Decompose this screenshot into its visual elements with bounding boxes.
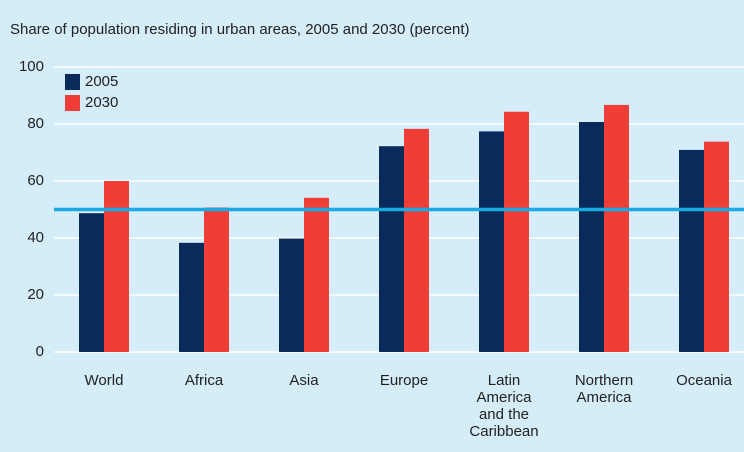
bar xyxy=(79,213,104,352)
bar xyxy=(179,242,204,352)
y-tick-label: 100 xyxy=(19,58,44,75)
bar xyxy=(379,146,404,352)
x-tick-label: Asia xyxy=(289,372,319,389)
bar xyxy=(579,122,604,352)
y-tick-label: 80 xyxy=(27,115,44,132)
legend-label: 2030 xyxy=(85,94,118,111)
bar xyxy=(679,149,704,352)
legend-label: 2005 xyxy=(85,73,118,90)
chart-title: Share of population residing in urban ar… xyxy=(10,21,470,38)
legend-swatch xyxy=(65,74,80,90)
y-tick-label: 20 xyxy=(27,286,44,303)
bar xyxy=(404,128,429,352)
bar xyxy=(279,238,304,352)
y-tick-label: 60 xyxy=(27,172,44,189)
bar xyxy=(504,111,529,353)
bar xyxy=(204,207,229,352)
legend-swatch xyxy=(65,95,80,111)
x-tick-label: Northern America xyxy=(574,372,634,406)
x-tick-label: Africa xyxy=(184,372,224,389)
y-tick-label: 0 xyxy=(36,343,44,360)
x-tick-label: Latin America and the Caribbean xyxy=(469,372,539,440)
bar xyxy=(604,104,629,352)
x-tick-label: Oceania xyxy=(676,372,732,389)
bar xyxy=(704,141,729,352)
bar xyxy=(104,181,129,352)
x-tick-label: World xyxy=(84,372,124,389)
x-tick-label: Europe xyxy=(379,372,429,389)
bar xyxy=(479,131,504,352)
y-tick-label: 40 xyxy=(27,229,44,246)
bar xyxy=(304,197,329,352)
